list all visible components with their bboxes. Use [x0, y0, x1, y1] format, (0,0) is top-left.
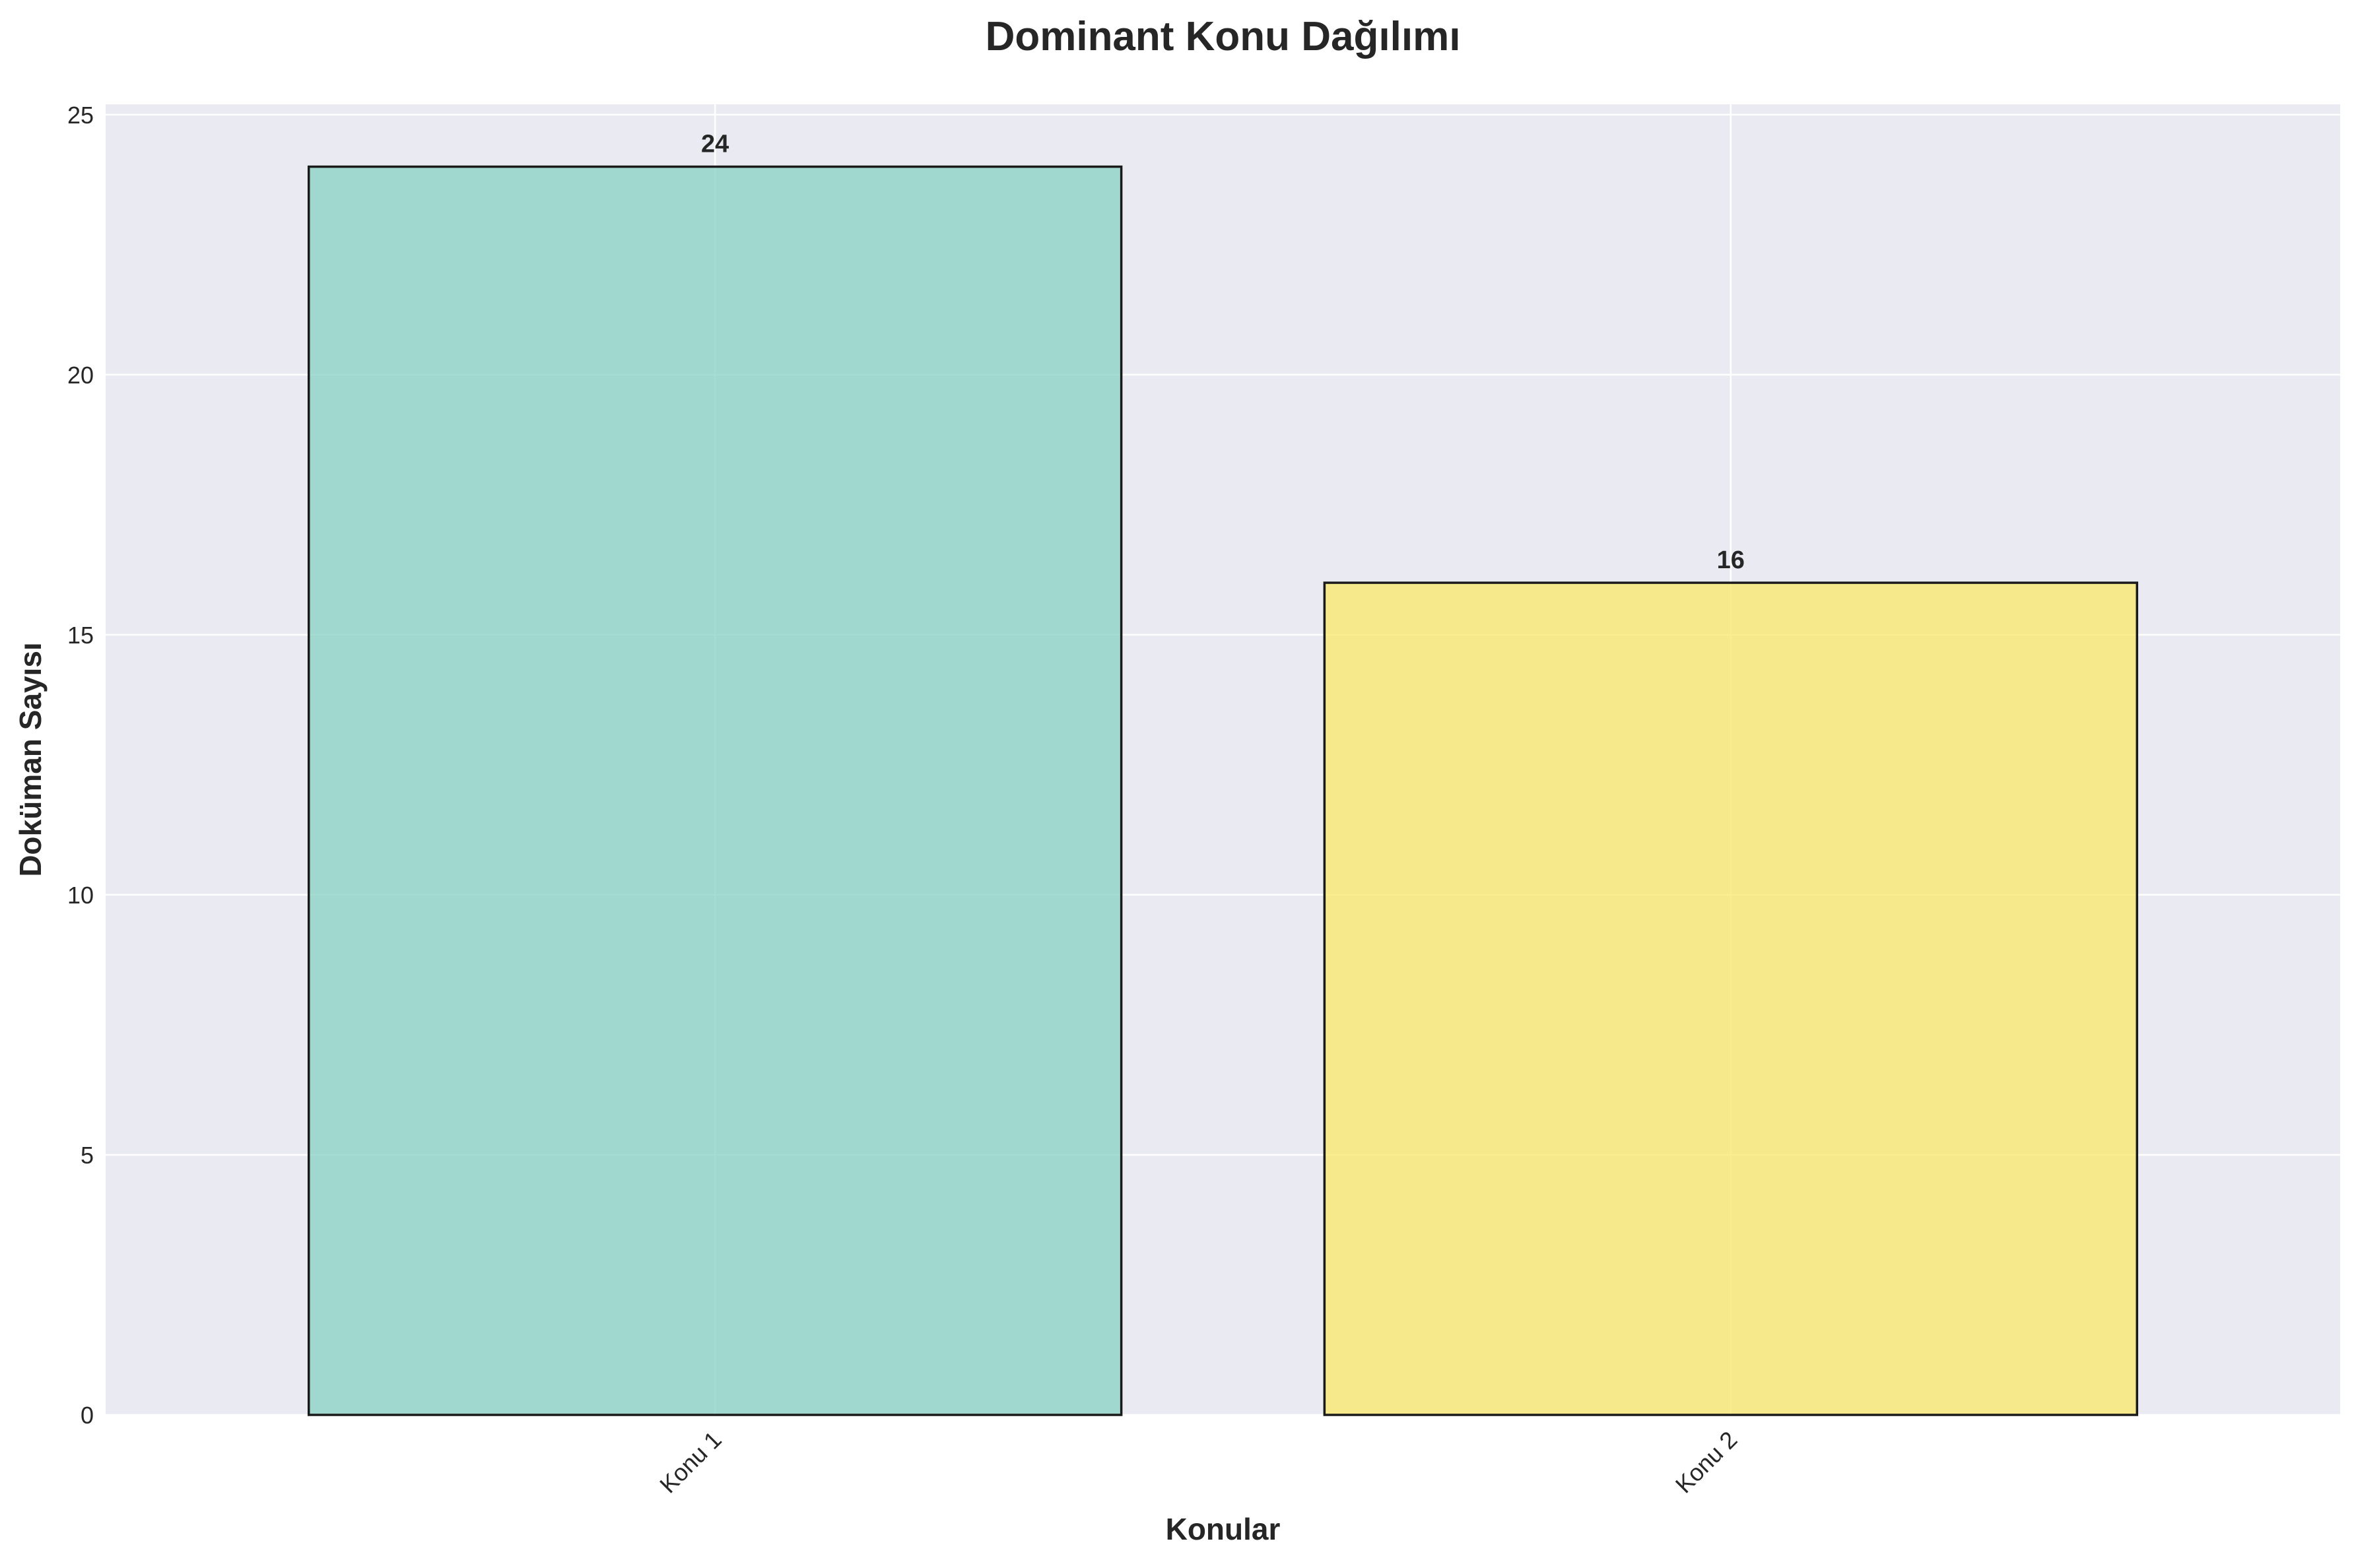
y-tick-label: 5: [81, 1142, 94, 1169]
data-label-1: 24: [701, 131, 729, 158]
y-tick-label: 20: [67, 362, 94, 389]
bars: [307, 165, 2139, 1416]
data-labels: 24 16: [701, 131, 1745, 574]
y-axis-ticks: 0 5 10 15 20 25: [67, 102, 94, 1429]
y-tick-label: 15: [67, 622, 94, 649]
x-tick-label: Konu 2: [1670, 1426, 1743, 1499]
y-tick-label: 25: [67, 102, 94, 129]
y-tick-label: 0: [81, 1402, 94, 1429]
x-tick-label: Konu 1: [654, 1426, 727, 1499]
y-axis-title: Doküman Sayısı: [13, 642, 48, 876]
bar-1: [307, 165, 1123, 1416]
x-axis-ticks: Konu 1 Konu 2: [654, 1426, 1742, 1499]
x-axis-title: Konular: [1166, 1512, 1281, 1546]
y-tick-label: 10: [67, 882, 94, 909]
data-label-2: 16: [1717, 546, 1745, 574]
chart-title: Dominant Konu Dağılımı: [986, 14, 1461, 59]
bar-2: [1323, 581, 2139, 1416]
